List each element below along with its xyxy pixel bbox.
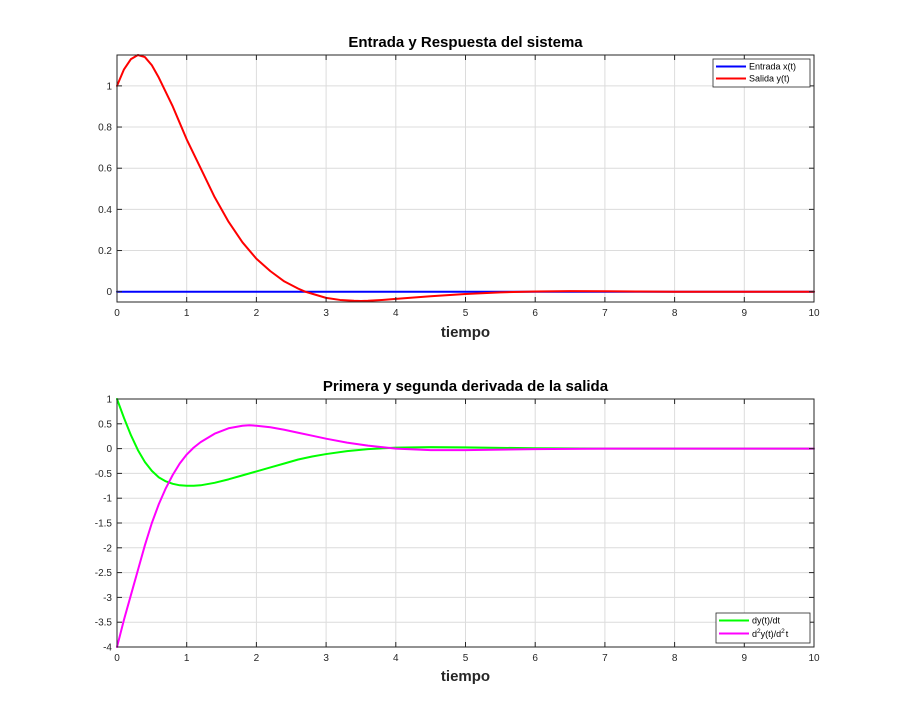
lines-bottom — [116, 398, 815, 648]
y-tick-label-top: 1 — [106, 81, 112, 92]
legend-label-entrada: Entrada x(t) — [749, 62, 796, 72]
y-tick-label-bottom: -0.5 — [95, 469, 113, 480]
y-tick-label-top: 0.2 — [98, 246, 112, 257]
chart-title-bottom: Primera y segunda derivada de la salida — [323, 378, 609, 395]
lines-top — [116, 54, 815, 302]
x-tick-label-top: 6 — [532, 308, 538, 319]
x-tick-label-top: 3 — [323, 308, 329, 319]
x-tick-label-top: 1 — [184, 308, 190, 319]
x-tick-label-top: 0 — [114, 308, 120, 319]
legend-d2y-suffix: t — [786, 629, 789, 639]
x-tick-label-bottom: 2 — [254, 653, 260, 664]
x-tick-label-bottom: 1 — [184, 653, 190, 664]
x-tick-label-top: 9 — [742, 308, 748, 319]
legend-label-salida: Salida y(t) — [749, 74, 790, 84]
x-tick-label-bottom: 4 — [393, 653, 399, 664]
chart-bottom: 0 1 2 3 4 5 6 7 8 9 10 -4 -3.5 -3 -2.5 -2 -1.5 -1 -0.5 0 0.5… — [95, 378, 820, 685]
grid-bottom — [117, 399, 814, 647]
x-tick-label-top: 2 — [254, 308, 260, 319]
y-tick-label-bottom: -2.5 — [95, 568, 113, 579]
legend-d2y-sup2: 2 — [781, 628, 785, 635]
y-tick-label-bottom: 0.5 — [98, 419, 112, 430]
legend-label-dy: dy(t)/dt — [752, 616, 781, 626]
x-tick-label-bottom: 0 — [114, 653, 120, 664]
x-tick-label-bottom: 7 — [602, 653, 608, 664]
y-tick-label-bottom: -1.5 — [95, 519, 113, 530]
y-tick-label-top: 0.4 — [98, 205, 112, 216]
chart-title-top: Entrada y Respuesta del sistema — [348, 34, 583, 51]
x-tick-label-bottom: 5 — [463, 653, 469, 664]
y-tick-label-bottom: -1 — [103, 494, 112, 505]
legend-top: Entrada x(t) Salida y(t) — [712, 58, 811, 88]
x-tick-label-top: 10 — [808, 308, 820, 319]
legend-d2y-sup1: 2 — [757, 628, 761, 635]
legend-d2y-prefix: d — [752, 629, 757, 639]
y-tick-label-bottom: 0 — [106, 444, 112, 455]
y-tick-label-top: 0.6 — [98, 164, 112, 175]
y-tick-label-bottom: -4 — [103, 643, 112, 654]
y-tick-label-bottom: -2 — [103, 543, 112, 554]
legend-box-bottom — [715, 612, 811, 644]
legend-box-top — [712, 58, 811, 88]
y-tick-label-bottom: -3 — [103, 593, 112, 604]
x-tick-label-bottom: 8 — [672, 653, 678, 664]
x-tick-label-top: 5 — [463, 308, 469, 319]
y-tick-label-bottom: 1 — [106, 395, 112, 406]
x-tick-label-top: 4 — [393, 308, 399, 319]
x-tick-label-top: 8 — [672, 308, 678, 319]
y-tick-label-top: 0.8 — [98, 123, 112, 134]
x-tick-label-top: 7 — [602, 308, 608, 319]
ticks-top: 0 1 2 3 4 5 6 7 8 9 10 0 0.2 0.4 0.6 0.8 1 — [98, 55, 820, 319]
ticks-bottom: 0 1 2 3 4 5 6 7 8 9 10 -4 -3.5 -3 -2.5 -2 -1.5 -1 -0.5 0 0.5… — [95, 395, 820, 665]
x-tick-label-bottom: 10 — [808, 653, 820, 664]
legend-d2y-mid: y(t)/d — [761, 629, 782, 639]
x-axis-label-top: tiempo — [441, 324, 490, 341]
series-line-bottom-1 — [116, 424, 815, 648]
x-tick-label-bottom: 3 — [323, 653, 329, 664]
legend-label-d2y: d2y(t)/d2t — [752, 628, 789, 639]
y-tick-label-bottom: -3.5 — [95, 618, 113, 629]
y-tick-label-top: 0 — [106, 287, 112, 298]
x-tick-label-bottom: 6 — [532, 653, 538, 664]
x-tick-label-bottom: 9 — [742, 653, 748, 664]
legend-bottom: dy(t)/dt d2y(t)/d2t — [715, 612, 811, 644]
chart-top: 0 1 2 3 4 5 6 7 8 9 10 0 0.2 0.4 0.6 0.8 1 Entrada y Res… — [98, 34, 820, 341]
series-line-bottom-0 — [116, 398, 815, 487]
x-axis-label-bottom: tiempo — [441, 668, 490, 685]
series-line-top-1 — [116, 54, 815, 302]
